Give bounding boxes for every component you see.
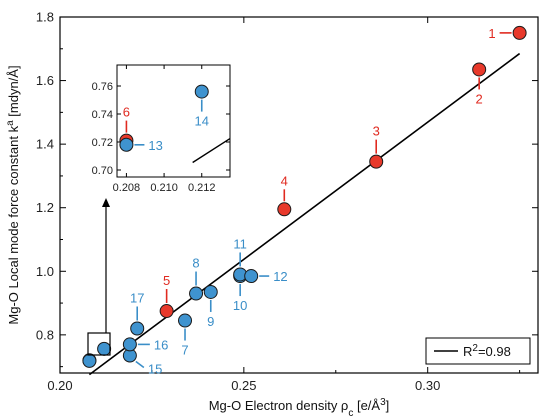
inset-chart: 0.70 0.72 0.74 0.76 0.208 0.210 0.212 6 13 14 — [92, 64, 231, 194]
y-tick-label: 1.6 — [36, 73, 54, 88]
data-point-12 — [244, 269, 259, 284]
zoom-box — [87, 332, 111, 356]
inset-data-point-13 — [119, 137, 134, 152]
data-point-9 — [203, 284, 218, 299]
y-tick-label: 1.2 — [36, 200, 54, 215]
point-label: 7 — [181, 343, 188, 358]
inset-point-label: 13 — [148, 138, 162, 153]
legend-label: R2=0.98 — [463, 343, 511, 360]
inset-y-tick-label: 0.70 — [92, 165, 113, 177]
point-label: 12 — [273, 269, 287, 284]
x-tick-label: 0.20 — [47, 378, 72, 393]
point-label: 8 — [192, 256, 199, 271]
point-label: 1 — [488, 26, 495, 41]
data-points — [82, 25, 527, 368]
point-label: 10 — [233, 298, 247, 313]
data-point-17 — [130, 321, 145, 336]
inset-callouts: 6 13 14 — [123, 99, 209, 153]
inset-point-label: 6 — [123, 105, 130, 120]
y-axis-ticks: 0.8 1.0 1.2 1.4 1.6 1.8 — [36, 10, 538, 368]
inset-data-points — [119, 84, 209, 152]
inset-regression-line — [192, 137, 231, 164]
point-label: 11 — [233, 236, 247, 251]
x-axis-ticks: 0.20 0.25 0.30 — [47, 17, 521, 393]
y-tick-label: 1.8 — [36, 10, 54, 25]
y-axis-title: Mg-O Local mode force constant ka [mdyn/… — [5, 65, 22, 324]
point-label: 5 — [163, 273, 170, 288]
x-axis-title: Mg-O Electron density ρc [e/Å3] — [209, 397, 390, 418]
point-label: 16 — [154, 337, 168, 352]
data-point-13 — [82, 353, 97, 368]
inset-y-tick-label: 0.72 — [92, 137, 113, 149]
zoom-arrow-head — [102, 198, 110, 207]
inset-x-ticks: 0.208 0.210 0.212 — [113, 65, 216, 194]
inset-y-tick-label: 0.74 — [92, 109, 113, 121]
inset-y-tick-label: 0.76 — [92, 81, 113, 93]
point-label: 15 — [148, 362, 162, 377]
x-tick-label: 0.25 — [231, 378, 256, 393]
regression-line — [88, 52, 521, 376]
point-label: 3 — [373, 124, 380, 139]
data-point-16 — [122, 337, 137, 352]
inset-data-point-14 — [194, 84, 209, 99]
callout-line — [135, 360, 145, 369]
point-label: 9 — [207, 314, 214, 329]
data-point-14 — [97, 341, 112, 356]
inset-y-ticks: 0.70 0.72 0.74 0.76 — [92, 81, 230, 177]
inset-x-tick-label: 0.208 — [113, 182, 141, 194]
data-point-2 — [472, 62, 487, 77]
point-label: 2 — [476, 91, 483, 106]
inset-point-label: 14 — [195, 114, 209, 129]
data-point-5 — [159, 304, 174, 319]
data-point-7 — [178, 313, 193, 328]
y-tick-label: 1.0 — [36, 264, 54, 279]
point-label: 17 — [130, 291, 144, 306]
y-tick-label: 0.8 — [36, 327, 54, 342]
inset-x-tick-label: 0.212 — [188, 182, 216, 194]
plot-frame — [59, 16, 539, 374]
point-label: 4 — [281, 173, 288, 188]
y-tick-label: 1.4 — [36, 137, 54, 152]
data-point-3 — [369, 154, 384, 169]
data-point-4 — [277, 202, 292, 217]
inset-frame — [116, 64, 231, 178]
x-tick-label: 0.30 — [415, 378, 440, 393]
data-point-1 — [512, 25, 527, 40]
legend: R2=0.98 — [425, 337, 531, 365]
inset-x-tick-label: 0.210 — [150, 182, 178, 194]
data-point-8 — [189, 286, 204, 301]
